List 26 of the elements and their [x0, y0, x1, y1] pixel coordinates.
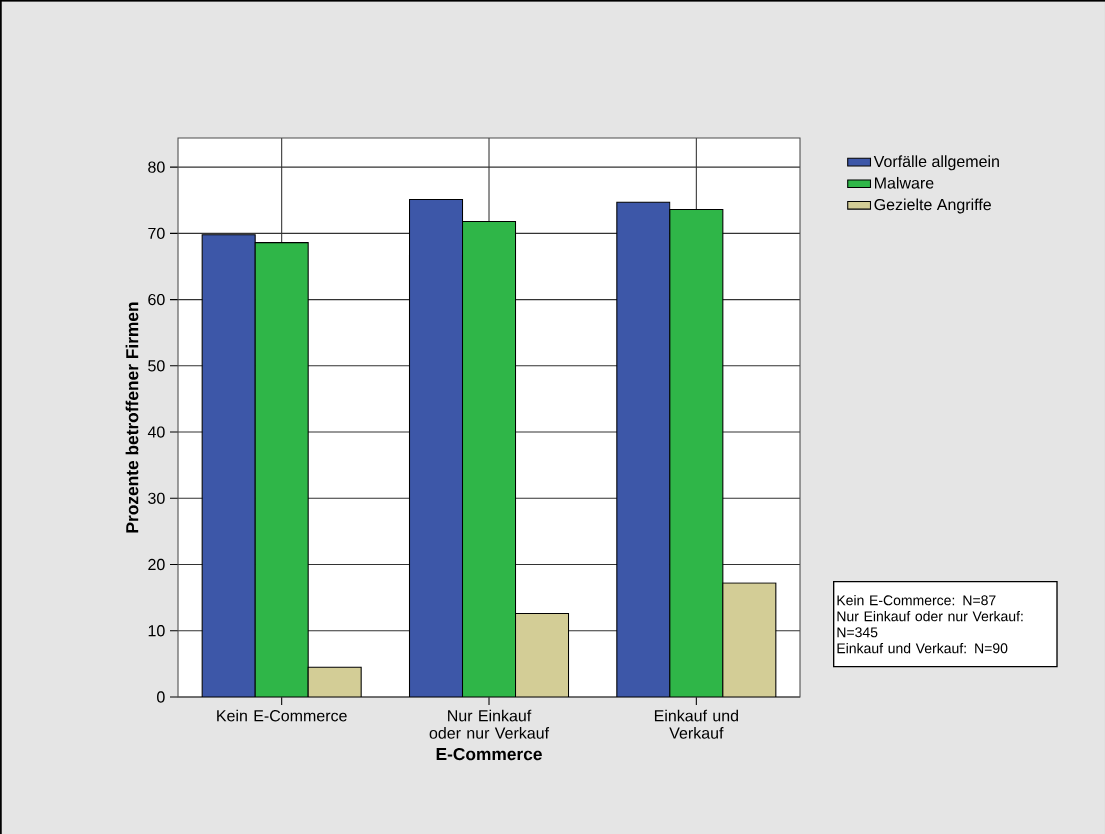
- text: Kein E-Commerce: N=87: [837, 594, 996, 606]
- x-tick-label: Einkauf und Verkauf: [654, 709, 738, 739]
- bar: [616, 201, 671, 697]
- x-tick-label: Kein E-Commerce: [217, 709, 347, 722]
- bar: [408, 199, 464, 697]
- legend-label: Vorfälle allgemein: [873, 155, 999, 171]
- legend-label: Malware: [875, 176, 934, 189]
- y-tick-label: 50: [148, 360, 165, 372]
- y-axis-title: Prozente betroffener Firmen: [125, 302, 139, 533]
- bar: [722, 582, 777, 697]
- bar: [201, 234, 256, 697]
- y-tick-label: 0: [157, 691, 165, 703]
- y-tick-label: 10: [148, 625, 165, 637]
- y-tick-label: 40: [147, 426, 165, 438]
- y-tick-label: 20: [148, 558, 165, 571]
- bar: [307, 666, 362, 697]
- y-tick-label: 70: [148, 227, 165, 240]
- text: Nur Einkauf oder nur Verkauf: N=345: [837, 610, 1023, 638]
- bar: [514, 612, 570, 697]
- x-tick-label: Nur Einkauf oder nur Verkauf: [429, 709, 550, 739]
- y-tick-label: 80: [148, 161, 165, 173]
- y-tick-label: 30: [148, 492, 165, 504]
- y-tick-label: 60: [148, 293, 165, 306]
- x-axis-title: E-Commerce: [436, 747, 542, 761]
- text: Einkauf und Verkauf: N=90: [837, 642, 1008, 654]
- legend-label: Gezielte Angriffe: [874, 198, 991, 214]
